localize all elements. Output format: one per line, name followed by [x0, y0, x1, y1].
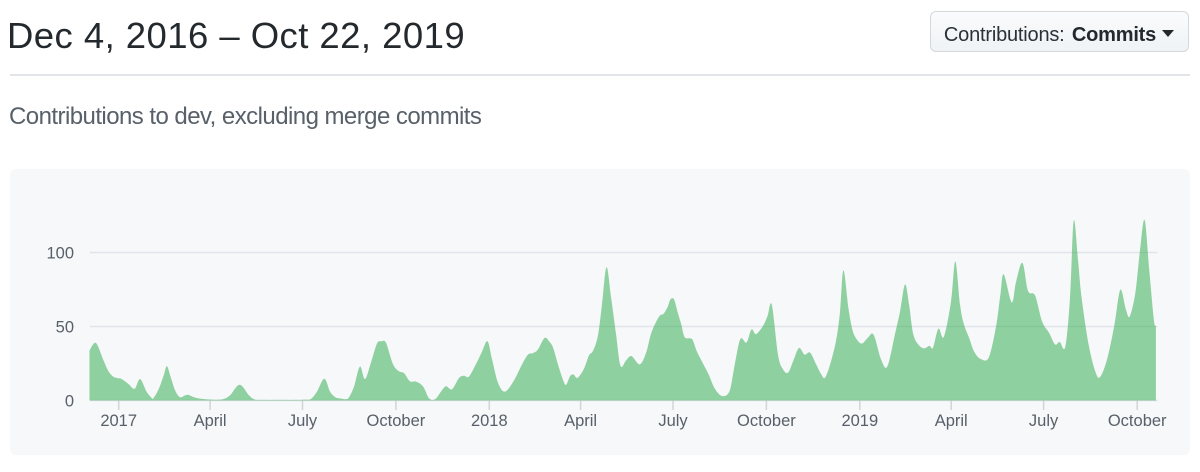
svg-text:October: October [367, 412, 426, 430]
svg-text:2018: 2018 [471, 412, 508, 430]
svg-text:50: 50 [56, 318, 74, 336]
svg-text:April: April [194, 412, 227, 430]
svg-text:100: 100 [46, 244, 74, 262]
svg-text:0: 0 [65, 392, 74, 410]
svg-text:April: April [564, 412, 597, 430]
svg-text:July: July [658, 412, 688, 430]
svg-text:2019: 2019 [841, 412, 878, 430]
svg-text:October: October [1108, 412, 1167, 430]
svg-text:2017: 2017 [100, 412, 137, 430]
svg-text:April: April [935, 412, 968, 430]
svg-text:October: October [737, 412, 796, 430]
svg-text:July: July [1029, 412, 1059, 430]
svg-text:July: July [288, 412, 318, 430]
